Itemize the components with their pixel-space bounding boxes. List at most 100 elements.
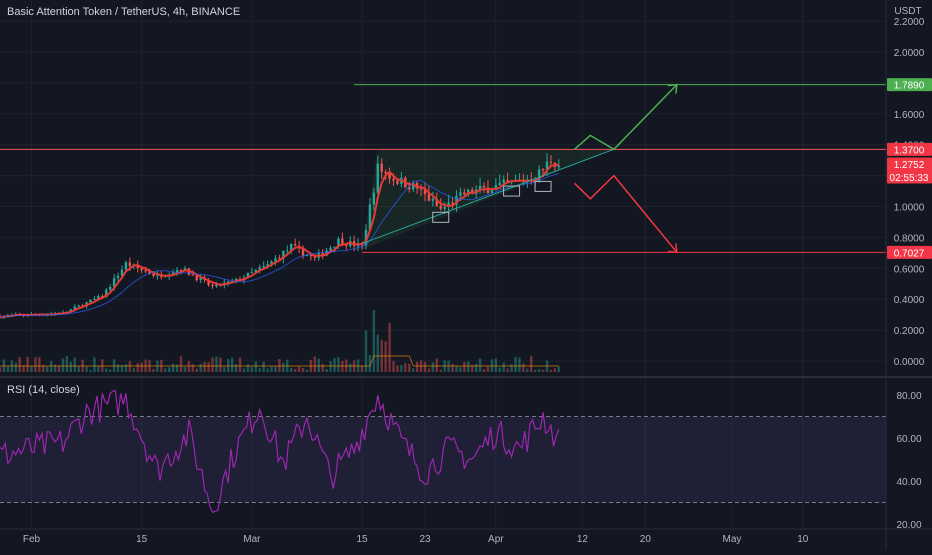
candle-body <box>293 244 297 246</box>
volume-bar <box>140 362 143 372</box>
volume-bar <box>128 361 132 372</box>
volume-bar <box>207 362 210 372</box>
symbol-title[interactable]: Basic Attention Token / TetherUS, 4h, BI… <box>7 6 240 18</box>
volume-bar <box>211 357 214 372</box>
touch-marker-box <box>534 180 552 192</box>
candle-body <box>427 193 431 201</box>
volume-bar <box>42 364 45 372</box>
volume-bar <box>301 368 305 372</box>
volume-bar <box>191 364 195 372</box>
volume-bar <box>471 364 474 372</box>
rsi-pane[interactable] <box>0 390 886 514</box>
currency-label: USDT <box>894 6 921 17</box>
volume-bar <box>526 368 529 372</box>
candle-body <box>112 278 116 287</box>
candle-body <box>388 173 391 179</box>
volume-bar <box>530 356 533 372</box>
volume-bar <box>498 367 501 372</box>
volume-bar <box>321 363 324 372</box>
candle-body <box>549 161 553 163</box>
volume-bar <box>61 358 65 372</box>
candle-body <box>396 180 399 184</box>
volume-bar <box>49 361 53 372</box>
candle-body <box>345 245 348 247</box>
candle-body <box>333 246 336 248</box>
volume-bar <box>333 357 336 372</box>
pattern-zones <box>362 149 614 250</box>
candle-body <box>270 261 273 265</box>
price-tick-label: 2.0000 <box>894 48 925 59</box>
volume-bar <box>502 362 505 372</box>
volume-bar <box>293 368 297 372</box>
volume-bar <box>77 366 80 372</box>
volume-bar <box>400 365 403 372</box>
bullish-projection-path <box>574 84 678 151</box>
volume-bar <box>510 364 513 372</box>
support-price-badge-value: 0.7027 <box>894 248 925 259</box>
volume-bar <box>313 356 317 372</box>
candle-body <box>431 198 435 201</box>
volume-bar <box>537 369 541 372</box>
candle-body <box>486 187 490 193</box>
volume-bar <box>522 363 525 372</box>
candle-body <box>301 247 305 256</box>
candle-body <box>290 244 293 251</box>
volume-bar <box>435 358 439 372</box>
support-price-badge: 0.7027 <box>887 245 932 259</box>
volume-bar <box>152 368 155 372</box>
volume-bar <box>451 363 454 372</box>
time-tick-label: Feb <box>23 534 41 545</box>
volume-bar <box>69 361 73 372</box>
candle-body <box>447 202 450 207</box>
resistance-price-badge-value: 1.3700 <box>894 145 925 156</box>
time-tick-label: 15 <box>136 534 148 545</box>
volume-bar <box>455 365 458 372</box>
candle-body <box>482 185 486 188</box>
candle-body <box>305 255 309 257</box>
volume-bar <box>164 368 167 372</box>
target-price-badge-bg <box>887 78 932 92</box>
trend-drawings[interactable] <box>0 83 886 254</box>
volume-bar <box>439 369 442 372</box>
time-tick-label: 23 <box>419 534 431 545</box>
price-tick-label: 1.6000 <box>894 110 925 121</box>
target-price-badge: 1.7890 <box>887 78 932 92</box>
candle-body <box>408 187 411 190</box>
volume-bar <box>227 358 230 372</box>
volume-bar <box>427 368 431 372</box>
candle-body <box>376 163 379 193</box>
price-tick-label: 0.8000 <box>894 233 925 244</box>
candle-body <box>77 305 80 307</box>
volume-bar <box>254 361 257 372</box>
time-tick-label: May <box>722 534 741 545</box>
volume-ma-line <box>0 355 559 367</box>
candle-body <box>502 179 505 183</box>
volume-bar <box>533 369 537 372</box>
candle-body <box>207 280 210 285</box>
volume-bar <box>116 364 120 372</box>
volume-bar <box>549 369 553 372</box>
volume-bar <box>250 367 254 372</box>
bearish-arrowhead <box>667 243 678 254</box>
target-price-badge-value: 1.7890 <box>894 81 925 92</box>
ascending-triangle-fill <box>362 149 614 250</box>
volume-bar <box>341 361 344 372</box>
price-tick-label: 0.0000 <box>894 357 925 368</box>
volume-bar <box>514 356 517 372</box>
candle-body <box>321 253 324 256</box>
time-tick-label: 12 <box>577 534 589 545</box>
volume-bar <box>223 367 226 372</box>
volume-bar <box>65 356 69 372</box>
volume-bar <box>14 362 17 372</box>
candle-body <box>128 262 132 267</box>
candle-body <box>93 299 96 301</box>
candle-body <box>199 277 202 281</box>
candle-body <box>274 258 277 262</box>
support-price-badge-bg <box>887 245 932 259</box>
last-price-badge-value: 1.2752 <box>894 160 925 171</box>
rsi-title[interactable]: RSI (14, close) <box>7 384 80 396</box>
candle-body <box>341 238 344 246</box>
candle-body <box>329 247 332 251</box>
